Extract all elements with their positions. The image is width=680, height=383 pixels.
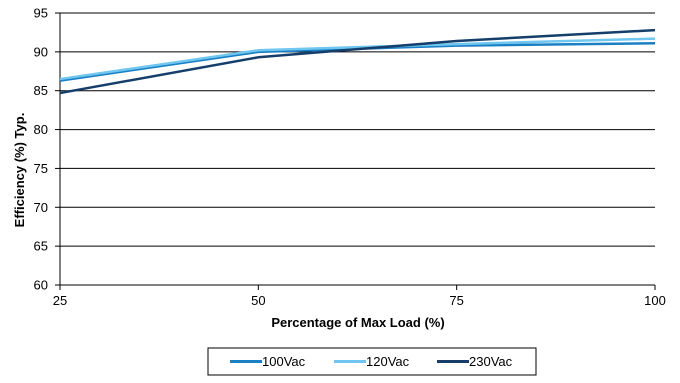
grid-layer bbox=[60, 12, 655, 247]
y-tick-label: 85 bbox=[34, 83, 48, 98]
axis-layer bbox=[55, 12, 656, 290]
x-tick-label: 25 bbox=[53, 293, 67, 308]
legend: 100Vac 120Vac 230Vac bbox=[207, 347, 537, 376]
y-tick-label: 65 bbox=[34, 239, 48, 254]
x-tick-label: 50 bbox=[251, 293, 265, 308]
y-tick-label: 90 bbox=[34, 44, 48, 59]
x-axis-title: Percentage of Max Load (%) bbox=[271, 315, 444, 330]
y-axis-title: Efficiency (%) Typ. bbox=[12, 113, 27, 228]
y-tick-label: 70 bbox=[34, 200, 48, 215]
series-layer bbox=[59, 28, 656, 95]
legend-label-100vac: 100Vac bbox=[262, 354, 306, 369]
y-tick-label: 80 bbox=[34, 122, 48, 137]
series-line-230vac bbox=[59, 28, 656, 95]
y-tick-label: 60 bbox=[34, 278, 48, 293]
legend-label-230vac: 230Vac bbox=[469, 354, 513, 369]
x-tick-label: 75 bbox=[449, 293, 463, 308]
x-tick-label: 100 bbox=[644, 293, 666, 308]
legend-box bbox=[207, 347, 537, 376]
legend-label-120vac: 120Vac bbox=[366, 354, 410, 369]
series-line-120vac bbox=[59, 37, 656, 81]
y-tick-label: 75 bbox=[34, 161, 48, 176]
y-tick-label: 95 bbox=[34, 6, 48, 21]
tick-layer: 60 65 70 75 80 85 90 95 25 50 75 100 bbox=[34, 6, 666, 309]
legend-items: 100Vac 120Vac 230Vac bbox=[230, 354, 513, 369]
